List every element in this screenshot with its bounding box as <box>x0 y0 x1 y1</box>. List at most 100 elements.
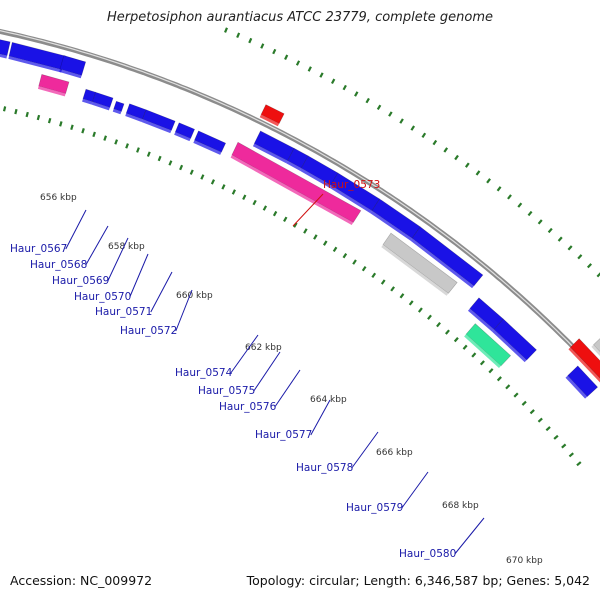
outer-tick-ring-dot <box>399 118 404 124</box>
inner-tick-ring-dot <box>59 121 63 127</box>
gene-label-haur-0578: Haur_0578 <box>296 462 353 474</box>
inner-tick-ring-dot <box>427 314 432 320</box>
gene-26-body <box>593 338 600 353</box>
gene-18 <box>230 141 362 225</box>
gene-21 <box>491 318 537 363</box>
leader-haur-0573 <box>292 193 324 227</box>
leader-haur-0578 <box>351 431 379 469</box>
outer-tick-ring-dot <box>365 97 370 104</box>
inner-tick-ring-dot <box>103 135 108 141</box>
outer-tick-ring-dot <box>272 48 277 55</box>
gene-15 <box>329 172 381 214</box>
inner-tick-ring-dot <box>545 426 551 432</box>
inner-tick-ring-dot <box>322 240 328 246</box>
gene-8 <box>141 109 176 134</box>
inner-tick-ring-dot <box>561 443 567 449</box>
tick-label-4: 662 kbp <box>245 343 282 353</box>
leader-haur-0579 <box>401 471 429 509</box>
gene-12 <box>252 130 295 164</box>
inner-tick-ring-dot <box>283 216 288 223</box>
outer-tick-ring-dot <box>527 210 533 217</box>
gene-17 <box>410 226 484 289</box>
gene-label-haur-0580: Haur_0580 <box>399 548 456 560</box>
gene-4-body <box>82 88 97 103</box>
leader-haur-0571 <box>150 271 173 313</box>
inner-tick-ring-dot <box>272 210 278 217</box>
inner-tick-ring-dot <box>157 155 162 162</box>
outer-tick-ring-dot <box>547 227 553 234</box>
gene-21-side <box>491 329 527 363</box>
tick-label-2: 658 kbp <box>108 242 145 252</box>
inner-tick-ring-dot <box>262 205 268 211</box>
gene-label-haur-0573: Haur_0573 <box>323 179 380 191</box>
gene-label-haur-0575: Haur_0575 <box>198 385 255 397</box>
inner-tick-ring-dot <box>361 265 367 272</box>
outer-tick-ring-dot <box>496 186 502 192</box>
inner-tick-ring-dot <box>488 368 494 374</box>
inner-tick-ring-dot <box>81 128 85 134</box>
outer-tick-ring-dot <box>248 37 253 44</box>
inner-tick-ring-dot <box>553 434 559 440</box>
gene-22-side <box>464 334 502 368</box>
gene-label-haur-0579: Haur_0579 <box>346 502 403 514</box>
outer-tick-ring-dot <box>507 194 512 200</box>
inner-tick-ring-dot <box>47 117 52 124</box>
inner-tick-ring-dot <box>242 194 247 200</box>
outer-tick-ring-dot <box>557 236 563 242</box>
tick-label-1: 656 kbp <box>40 193 77 203</box>
inner-tick-ring-dot <box>436 322 441 328</box>
outer-tick-ring-dot <box>475 170 481 176</box>
gene-5-side <box>91 101 110 111</box>
outer-tick-ring-dot <box>342 84 347 91</box>
gene-11 <box>37 74 70 97</box>
inner-tick-ring-dot <box>303 228 308 234</box>
inner-tick-ring-dot <box>390 286 395 292</box>
inner-tick-ring-dot <box>14 108 18 115</box>
leader-haur-0575 <box>253 351 281 392</box>
gene-3-side <box>59 69 82 79</box>
outer-tick-ring-dot <box>376 104 382 110</box>
outer-tick-ring-dot <box>432 139 438 146</box>
leader-haur-0569 <box>107 237 129 282</box>
gene-25 <box>568 338 600 383</box>
leader-haur-0567 <box>65 209 87 250</box>
gene-label-haur-0567: Haur_0567 <box>10 243 67 255</box>
gene-23 <box>565 365 599 399</box>
inner-tick-ring-dot <box>453 337 459 343</box>
outer-tick-ring-dot <box>454 154 459 161</box>
gene-10-side <box>193 140 222 155</box>
outer-tick-ring-dot <box>295 60 301 66</box>
inner-tick-ring-dot <box>576 461 582 467</box>
inner-tick-ring-dot <box>568 452 574 458</box>
outer-tick-ring-dot <box>577 254 583 260</box>
gene-9-side <box>174 131 191 142</box>
inner-tick-ring-dot <box>342 252 348 259</box>
gene-22 <box>464 323 512 368</box>
inner-tick-ring-dot <box>462 344 468 350</box>
gene-label-haur-0577: Haur_0577 <box>255 429 312 441</box>
inner-tick-ring-dot <box>471 352 477 358</box>
outer-tick-ring-dot <box>596 272 600 278</box>
gene-17-side <box>410 238 474 289</box>
gene-16-side <box>370 210 413 241</box>
leader-haur-0576 <box>274 369 301 408</box>
gene-7-side <box>125 113 143 122</box>
inner-tick-ring-dot <box>417 307 423 313</box>
tick-labels: 656 kbp 658 kbp 660 kbp 662 kbp 664 kbp 666 k… <box>40 193 543 566</box>
inner-tick-ring-dot <box>537 417 543 423</box>
gene-20-side <box>467 308 494 332</box>
leader-haur-0570 <box>129 253 149 298</box>
inner-tick-ring-dot <box>221 184 226 190</box>
outer-tick-ring-dot <box>354 91 359 97</box>
backbone-line <box>0 28 600 379</box>
inner-tick-ring-dot <box>293 222 298 228</box>
inner-tick-ring-dot <box>332 246 338 253</box>
inner-tick-ring-dot <box>399 293 405 299</box>
inner-tick-ring-dot <box>210 179 215 185</box>
gene-25-body <box>570 338 600 379</box>
inner-tick-ring-dot <box>231 189 236 195</box>
inner-tick-ring-dot <box>70 124 74 130</box>
accession-text: Accession: NC_009972 <box>10 573 153 588</box>
